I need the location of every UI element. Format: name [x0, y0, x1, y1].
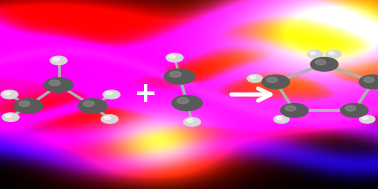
- Circle shape: [250, 76, 256, 79]
- Circle shape: [50, 56, 67, 65]
- Circle shape: [14, 99, 43, 113]
- Circle shape: [19, 101, 30, 106]
- Circle shape: [274, 115, 289, 123]
- Circle shape: [101, 115, 118, 123]
- Circle shape: [169, 55, 175, 58]
- Text: +: +: [134, 81, 157, 108]
- Circle shape: [359, 115, 375, 123]
- Circle shape: [49, 80, 60, 86]
- Circle shape: [184, 118, 200, 126]
- Circle shape: [310, 52, 316, 55]
- Circle shape: [106, 92, 112, 95]
- Circle shape: [311, 57, 338, 71]
- Circle shape: [267, 77, 277, 82]
- Circle shape: [1, 90, 18, 99]
- Circle shape: [177, 98, 189, 104]
- Circle shape: [262, 75, 290, 89]
- Circle shape: [285, 106, 296, 111]
- Circle shape: [362, 117, 368, 120]
- Circle shape: [341, 104, 368, 117]
- Circle shape: [78, 99, 107, 113]
- Circle shape: [104, 116, 110, 119]
- Circle shape: [103, 90, 120, 99]
- Circle shape: [364, 77, 374, 82]
- Circle shape: [345, 106, 356, 111]
- Circle shape: [326, 50, 341, 58]
- Circle shape: [5, 114, 11, 118]
- Circle shape: [328, 52, 335, 55]
- Circle shape: [4, 92, 10, 95]
- Circle shape: [172, 95, 202, 111]
- Circle shape: [359, 75, 378, 89]
- Circle shape: [315, 60, 326, 65]
- Circle shape: [164, 69, 195, 84]
- Circle shape: [166, 53, 183, 62]
- Circle shape: [281, 104, 308, 117]
- Circle shape: [276, 117, 282, 120]
- Circle shape: [2, 113, 19, 121]
- Circle shape: [186, 119, 193, 122]
- Circle shape: [247, 75, 262, 82]
- Circle shape: [307, 50, 322, 58]
- Circle shape: [170, 71, 181, 77]
- Circle shape: [44, 78, 73, 92]
- Circle shape: [83, 101, 94, 106]
- Circle shape: [53, 58, 59, 61]
